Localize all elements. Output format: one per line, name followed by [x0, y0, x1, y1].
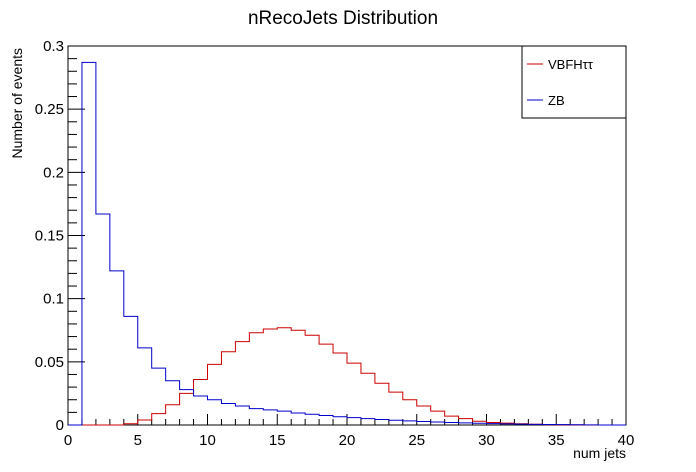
series-group [68, 61, 626, 426]
legend-box [521, 45, 627, 119]
x-tick-label: 30 [478, 432, 495, 449]
x-tick-label: 15 [269, 432, 286, 449]
x-tick-label: 20 [339, 432, 356, 449]
y-tick-label: 0.1 [43, 291, 64, 308]
legend-label: VBFHττ [548, 57, 594, 72]
x-tick-label: 40 [618, 432, 635, 449]
y-axis: 0 0.05 0.1 0.15 0.2 0.25 0.3 [35, 38, 85, 434]
y-tick-label: 0.2 [43, 164, 64, 181]
x-tick-label: 35 [548, 432, 565, 449]
x-axis: 0 5 10 15 20 25 30 35 40 [64, 414, 635, 449]
x-tick-label: 25 [408, 432, 425, 449]
legend-label: ZB [548, 93, 565, 108]
legend: VBFHττ ZB [521, 45, 627, 119]
x-tick-label: 0 [64, 432, 72, 449]
y-tick-label: 0.05 [35, 354, 64, 371]
series-line-vbfhtautau [68, 327, 626, 426]
x-axis-label: num jets [573, 445, 626, 461]
y-tick-label: 0.3 [43, 38, 64, 55]
x-tick-label: 10 [199, 432, 216, 449]
y-tick-label: 0.15 [35, 228, 64, 245]
y-tick-label: 0 [56, 417, 64, 434]
y-tick-label: 0.25 [35, 101, 64, 118]
chart-title: nRecoJets Distribution [248, 8, 438, 29]
y-axis-label: Number of events [9, 48, 25, 159]
series-line-zb [68, 61, 626, 426]
x-tick-label: 5 [134, 432, 142, 449]
